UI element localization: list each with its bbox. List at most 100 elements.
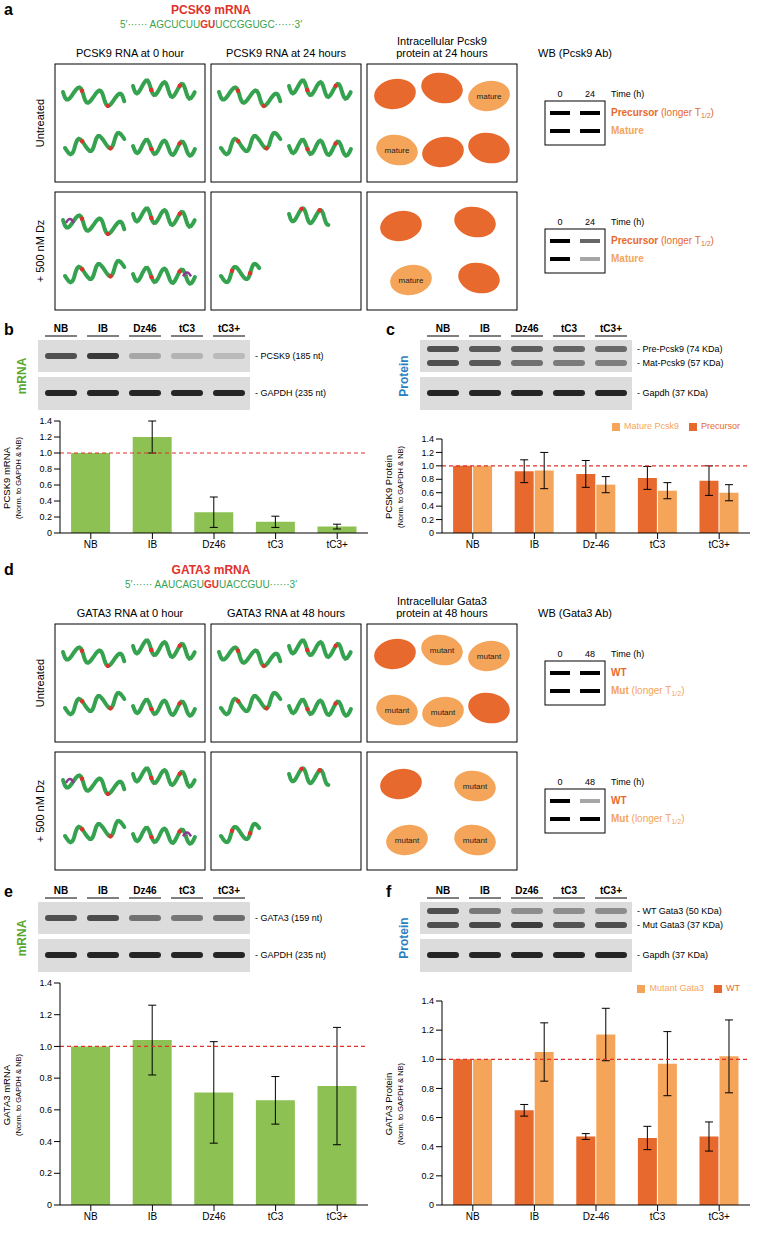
svg-text:24: 24 <box>585 217 595 227</box>
svg-text:0.6: 0.6 <box>421 1113 434 1123</box>
svg-text:48: 48 <box>585 649 595 659</box>
svg-text:NB: NB <box>54 323 68 334</box>
svg-text:WB (Pcsk9 Ab): WB (Pcsk9 Ab) <box>538 47 612 59</box>
svg-text:1.4: 1.4 <box>39 978 52 988</box>
svg-text:(Norm. to GAPDH & NB): (Norm. to GAPDH & NB) <box>396 445 405 528</box>
svg-text:tC3: tC3 <box>650 539 666 550</box>
svg-text:tC3+: tC3+ <box>326 539 348 550</box>
svg-text:tC3+: tC3+ <box>708 539 730 550</box>
svg-text:Dz46: Dz46 <box>202 1211 226 1222</box>
svg-text:IB: IB <box>148 539 158 550</box>
svg-text:f: f <box>386 883 392 900</box>
svg-text:0: 0 <box>557 777 562 787</box>
svg-text:0.4: 0.4 <box>39 1137 52 1147</box>
svg-text:WB (Gata3 Ab): WB (Gata3 Ab) <box>538 607 612 619</box>
svg-text:0.2: 0.2 <box>39 512 52 522</box>
svg-text:tC3: tC3 <box>179 323 196 334</box>
svg-text:Intracellular Pcsk9protein at: Intracellular Pcsk9protein at 24 hours <box>396 35 488 59</box>
svg-text:Mut (longer T1/2): Mut (longer T1/2) <box>611 813 684 825</box>
svg-text:1.0: 1.0 <box>39 1042 52 1052</box>
svg-text:tC3+: tC3+ <box>326 1211 348 1222</box>
svg-text:c: c <box>386 321 395 338</box>
svg-text:5′······ AAUCAGUGUUACCGUU·····: 5′······ AAUCAGUGUUACCGUU······3′ <box>125 579 297 590</box>
svg-text:tC3+: tC3+ <box>218 885 240 896</box>
svg-text:Dz46: Dz46 <box>515 885 539 896</box>
svg-text:(Norm. to GAPDH & NB): (Norm. to GAPDH & NB) <box>14 436 23 519</box>
svg-text:IB: IB <box>530 1211 540 1222</box>
svg-text:b: b <box>4 321 14 338</box>
svg-text:5′······ AGCUCUUGUUCCGGUGC····: 5′······ AGCUCUUGUUCCGGUGC······3′ <box>120 19 302 30</box>
svg-text:0: 0 <box>47 1200 52 1210</box>
svg-text:mature: mature <box>477 92 502 101</box>
svg-text:mature: mature <box>385 146 410 155</box>
svg-text:Dz-46: Dz-46 <box>583 1211 610 1222</box>
svg-text:0.2: 0.2 <box>39 1168 52 1178</box>
svg-text:Protein: Protein <box>397 355 411 396</box>
svg-text:0.4: 0.4 <box>421 501 434 511</box>
svg-text:0: 0 <box>429 1200 434 1210</box>
svg-text:GATA3 RNA at 48 hours: GATA3 RNA at 48 hours <box>227 607 346 619</box>
svg-text:- Gapdh (37 KDa): - Gapdh (37 KDa) <box>637 388 708 398</box>
svg-text:1.2: 1.2 <box>421 448 434 458</box>
svg-text:24: 24 <box>585 89 595 99</box>
svg-text:0.6: 0.6 <box>39 480 52 490</box>
svg-text:mutant: mutant <box>477 652 502 661</box>
svg-text:NB: NB <box>84 539 98 550</box>
svg-text:Dz46: Dz46 <box>202 539 226 550</box>
svg-text:0.6: 0.6 <box>39 1105 52 1115</box>
svg-text:mRNA: mRNA <box>15 357 29 394</box>
svg-text:IB: IB <box>530 539 540 550</box>
svg-text:Time (h): Time (h) <box>611 649 644 659</box>
svg-text:Dz-46: Dz-46 <box>583 539 610 550</box>
svg-text:tC3+: tC3+ <box>218 323 240 334</box>
svg-text:NB: NB <box>436 885 450 896</box>
svg-text:IB: IB <box>98 885 108 896</box>
svg-text:GATA3 mRNA: GATA3 mRNA <box>172 563 251 577</box>
svg-text:- GAPDH (235 nt): - GAPDH (235 nt) <box>255 388 326 398</box>
svg-text:Dz46: Dz46 <box>133 885 157 896</box>
svg-text:mutant: mutant <box>395 836 420 845</box>
svg-text:0.8: 0.8 <box>39 464 52 474</box>
svg-text:Time (h): Time (h) <box>611 217 644 227</box>
svg-text:0.8: 0.8 <box>39 1073 52 1083</box>
svg-text:- GAPDH (235 nt): - GAPDH (235 nt) <box>255 950 326 960</box>
svg-text:mutant: mutant <box>430 646 455 655</box>
svg-text:- Pre-Pcsk9 (74 KDa): - Pre-Pcsk9 (74 KDa) <box>637 344 723 354</box>
svg-text:1.2: 1.2 <box>421 1025 434 1035</box>
svg-text:0: 0 <box>429 528 434 538</box>
svg-text:WT: WT <box>611 795 627 806</box>
svg-text:tC3: tC3 <box>268 539 284 550</box>
svg-text:- Gapdh (37 KDa): - Gapdh (37 KDa) <box>637 950 708 960</box>
svg-text:mutant: mutant <box>463 782 488 791</box>
svg-text:- WT Gata3 (50 KDa): - WT Gata3 (50 KDa) <box>637 906 722 916</box>
svg-text:IB: IB <box>148 1211 158 1222</box>
svg-text:NB: NB <box>466 1211 480 1222</box>
svg-text:0.2: 0.2 <box>421 515 434 525</box>
svg-text:PCSK9 RNA at 0 hour: PCSK9 RNA at 0 hour <box>76 47 185 59</box>
svg-text:1.0: 1.0 <box>421 1054 434 1064</box>
svg-text:tC3: tC3 <box>179 885 196 896</box>
svg-text:GATA3 mRNA: GATA3 mRNA <box>1 1064 12 1125</box>
svg-text:(Norm. to GAPDH & NB): (Norm. to GAPDH & NB) <box>14 1053 23 1136</box>
svg-text:0: 0 <box>47 528 52 538</box>
svg-text:WT: WT <box>611 667 627 678</box>
svg-text:PCSK9 RNA at 24 hours: PCSK9 RNA at 24 hours <box>226 47 346 59</box>
svg-text:1.4: 1.4 <box>39 416 52 426</box>
svg-text:NB: NB <box>436 323 450 334</box>
svg-text:0.4: 0.4 <box>39 496 52 506</box>
svg-text:GATA3 RNA at 0 hour: GATA3 RNA at 0 hour <box>77 607 184 619</box>
svg-text:IB: IB <box>480 885 490 896</box>
svg-text:Mut (longer T1/2): Mut (longer T1/2) <box>611 685 684 697</box>
svg-text:tC3: tC3 <box>268 1211 284 1222</box>
svg-text:Intracellular Gata3protein at: Intracellular Gata3protein at 48 hours <box>396 595 488 619</box>
svg-text:NB: NB <box>84 1211 98 1222</box>
svg-text:PCSK9 Protein: PCSK9 Protein <box>383 455 394 519</box>
svg-text:0.6: 0.6 <box>421 488 434 498</box>
svg-text:1.2: 1.2 <box>39 432 52 442</box>
svg-text:+ 500 nM Dz: + 500 nM Dz <box>34 780 46 843</box>
svg-text:+ 500 nM Dz: + 500 nM Dz <box>34 220 46 283</box>
svg-text:0.4: 0.4 <box>421 1142 434 1152</box>
svg-text:e: e <box>4 883 13 900</box>
svg-text:tC3+: tC3+ <box>600 885 622 896</box>
svg-text:d: d <box>4 561 14 578</box>
